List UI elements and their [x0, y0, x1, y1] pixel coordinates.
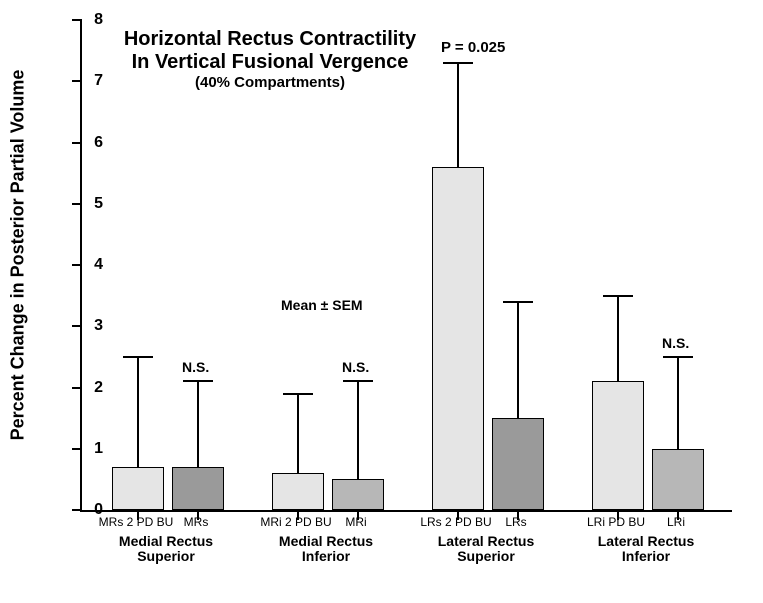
- ns-annotation: N.S.: [182, 359, 209, 375]
- x-tick-label: LRs: [505, 515, 526, 529]
- group-label-line1: Lateral Rectus: [438, 534, 534, 549]
- p-value-annotation: P = 0.025: [441, 39, 505, 56]
- y-tick-label: 2: [83, 379, 103, 397]
- group-label-line1: Medial Rectus: [279, 534, 373, 549]
- x-tick-label: LRi: [667, 515, 685, 529]
- y-tick: [72, 325, 82, 327]
- group-label: Lateral RectusSuperior: [438, 534, 534, 565]
- ns-annotation: N.S.: [662, 335, 689, 351]
- bar: [332, 479, 384, 510]
- error-bar: [357, 381, 359, 479]
- error-bar: [617, 296, 619, 382]
- ns-annotation: N.S.: [342, 359, 369, 375]
- y-tick: [72, 19, 82, 21]
- group-label-line2: Superior: [438, 549, 534, 564]
- error-cap: [283, 393, 313, 395]
- x-tick-label: LRi PD BU: [587, 515, 645, 529]
- error-bar: [457, 63, 459, 167]
- bar: [112, 467, 164, 510]
- error-cap: [603, 295, 633, 297]
- error-cap: [443, 62, 473, 64]
- error-bar: [517, 302, 519, 418]
- x-tick-label: MRs 2 PD BU: [99, 515, 174, 529]
- error-bar: [197, 381, 199, 467]
- group-label-line1: Lateral Rectus: [598, 534, 694, 549]
- y-tick-label: 7: [83, 72, 103, 90]
- chart-container: Percent Change in Posterior Partial Volu…: [0, 0, 763, 603]
- plot-area: [80, 20, 732, 512]
- y-tick: [72, 142, 82, 144]
- y-tick: [72, 509, 82, 511]
- error-cap: [343, 380, 373, 382]
- error-cap: [663, 356, 693, 358]
- y-tick-label: 3: [83, 317, 103, 335]
- error-cap: [503, 301, 533, 303]
- x-tick-label: MRi: [345, 515, 366, 529]
- mean-sem-annotation: Mean ± SEM: [281, 297, 363, 313]
- y-tick: [72, 387, 82, 389]
- group-label: Lateral RectusInferior: [598, 534, 694, 565]
- y-axis-label: Percent Change in Posterior Partial Volu…: [8, 70, 29, 441]
- bar: [592, 381, 644, 510]
- group-label-line2: Superior: [119, 549, 213, 564]
- y-tick-label: 4: [83, 256, 103, 274]
- bar: [172, 467, 224, 510]
- error-cap: [123, 356, 153, 358]
- y-tick: [72, 264, 82, 266]
- x-tick-label: LRs 2 PD BU: [420, 515, 491, 529]
- bar: [432, 167, 484, 510]
- group-label-line2: Inferior: [598, 549, 694, 564]
- y-tick: [72, 203, 82, 205]
- x-tick-label: MRi 2 PD BU: [260, 515, 331, 529]
- y-tick-label: 5: [83, 195, 103, 213]
- error-bar: [297, 394, 299, 474]
- group-label-line2: Inferior: [279, 549, 373, 564]
- bar: [492, 418, 544, 510]
- bar: [272, 473, 324, 510]
- x-tick-label: MRs: [184, 515, 209, 529]
- y-tick-label: 8: [83, 11, 103, 29]
- group-label: Medial RectusSuperior: [119, 534, 213, 565]
- y-tick: [72, 448, 82, 450]
- y-tick: [72, 80, 82, 82]
- group-label: Medial RectusInferior: [279, 534, 373, 565]
- error-bar: [137, 357, 139, 467]
- bar: [652, 449, 704, 510]
- error-cap: [183, 380, 213, 382]
- y-tick-label: 6: [83, 134, 103, 152]
- y-tick-label: 1: [83, 440, 103, 458]
- group-label-line1: Medial Rectus: [119, 534, 213, 549]
- error-bar: [677, 357, 679, 449]
